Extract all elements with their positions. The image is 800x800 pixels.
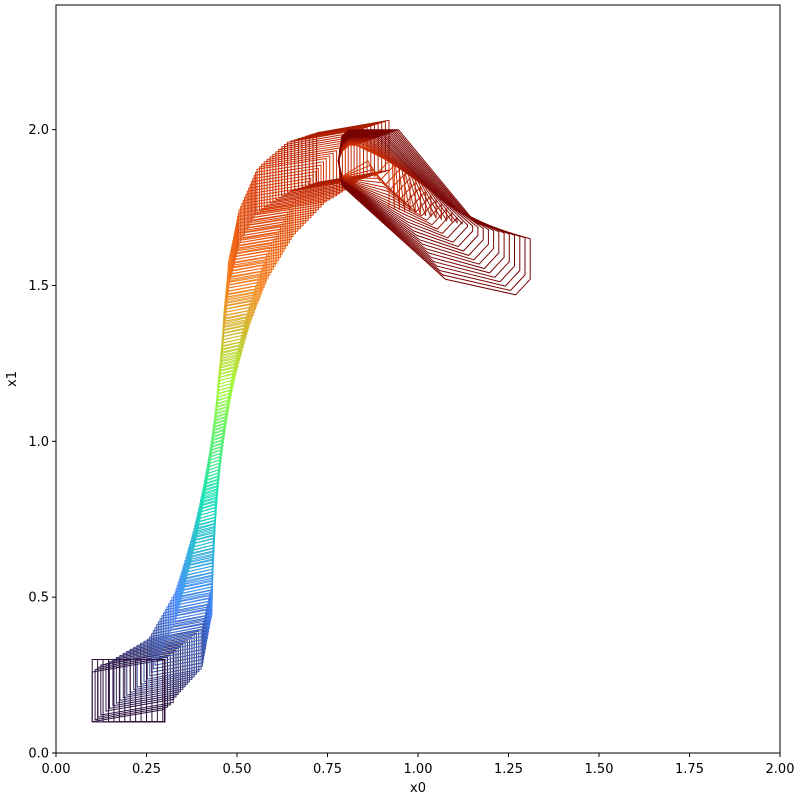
reach-set-polygon: [229, 246, 271, 283]
reach-set-polygon: [228, 249, 269, 286]
reach-set-polygon: [151, 623, 204, 673]
reach-set-polygon: [235, 218, 285, 260]
y-tick-label: 0.5: [28, 591, 49, 606]
reach-set-polygon: [246, 180, 309, 231]
y-tick-label: 0.0: [28, 747, 49, 762]
reach-set-polygon: [156, 615, 206, 663]
reach-set-polygon: [109, 649, 177, 709]
initial-set-polygon: [162, 659, 166, 723]
reach-set-polygon: [233, 225, 281, 266]
reach-set-polygon: [163, 603, 208, 648]
reach-set-polygon: [140, 632, 197, 686]
reach-set-polygon: [261, 152, 334, 210]
x-tick-label: 0.25: [132, 762, 161, 777]
x-axis-label: x0: [410, 781, 426, 796]
reach-set-polygon: [232, 232, 278, 272]
x-tick-label: 1.50: [585, 762, 614, 777]
reach-set-polygon: [263, 150, 338, 208]
reach-set-polygon: [166, 597, 210, 641]
reach-set-polygon: [168, 595, 210, 638]
reach-set-polygon: [230, 242, 273, 280]
plot-area: [91, 119, 531, 723]
x-tick-label: 0.75: [313, 762, 342, 777]
x-tick-label: 2.00: [766, 762, 795, 777]
reach-set-polygon: [237, 207, 290, 252]
reach-set-polygon: [169, 592, 211, 634]
reach-set-polygon: [250, 171, 317, 224]
reach-set-polygon: [252, 167, 319, 221]
y-axis-label: x1: [5, 371, 20, 387]
y-axis-ticks: 0.0 0.5 1.0 1.5 2.0: [28, 123, 56, 762]
x-tick-label: 1.75: [675, 762, 704, 777]
y-tick-label: 1.0: [28, 435, 49, 450]
reach-set-polygon: [256, 157, 327, 214]
reach-set-polygon: [143, 630, 200, 683]
reach-set-polygon: [126, 640, 188, 696]
reach-set-polygon: [133, 636, 193, 691]
reach-set-polygon: [152, 620, 205, 670]
reach-set-polygon: [115, 645, 181, 704]
reach-set-polygon: [159, 609, 207, 656]
x-tick-label: 0.50: [223, 762, 252, 777]
reach-set-polygon: [290, 128, 364, 192]
reach-set-polygon: [154, 617, 205, 666]
reach-set-polygon: [316, 119, 390, 184]
reach-set-polygon: [161, 606, 208, 652]
x-tick-label: 1.00: [404, 762, 433, 777]
final-set-polygon: [337, 129, 531, 296]
reach-set-polygon: [258, 155, 331, 212]
y-tick-label: 1.5: [28, 279, 49, 294]
reach-set-polygon: [112, 647, 179, 707]
reach-set-polygon: [253, 164, 322, 218]
y-tick-label: 2.0: [28, 123, 49, 138]
reach-set-polygon: [255, 161, 324, 216]
reach-set-polygon: [235, 214, 287, 258]
reach-set-polygon: [248, 177, 312, 229]
x-tick-label: 0.00: [42, 762, 71, 777]
x-tick-label: 1.25: [494, 762, 523, 777]
reach-set-polygon: [94, 656, 168, 721]
x-axis-ticks: 0.00 0.25 0.50 0.75 1.00 1.25 1.50 1.75 2.00: [42, 753, 795, 777]
reach-set-polygon: [146, 628, 202, 680]
reach-set-polygon: [119, 643, 184, 701]
reach-set-polygon: [266, 147, 340, 206]
